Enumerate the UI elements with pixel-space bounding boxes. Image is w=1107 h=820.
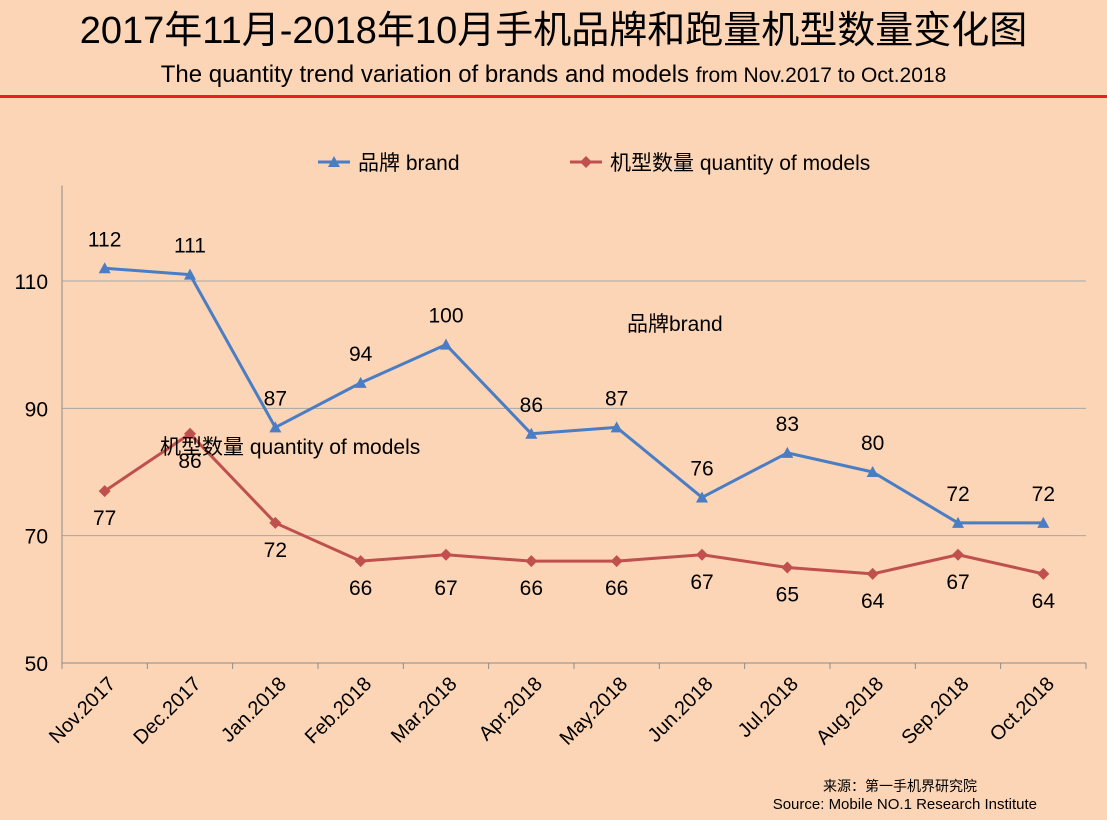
source-cn: 来源：第一手机界研究院 xyxy=(823,778,977,794)
brand-point xyxy=(184,268,196,280)
x-tick-label: Nov.2017 xyxy=(45,673,120,748)
brand-data-label: 72 xyxy=(1032,483,1055,506)
x-tick-label: May.2018 xyxy=(556,673,633,750)
models-point xyxy=(354,555,367,568)
models-point xyxy=(952,548,964,561)
models-point xyxy=(696,548,708,561)
annotation-models: 机型数量 quantity of models xyxy=(160,436,420,459)
models-point xyxy=(866,567,879,580)
brand-data-label: 111 xyxy=(174,235,206,258)
x-tick-label: Feb.2018 xyxy=(301,673,376,748)
x-tick-label: Oct.2018 xyxy=(986,673,1059,746)
brand-data-label: 100 xyxy=(428,305,463,328)
brand-point xyxy=(696,491,708,503)
x-tick-label: Dec.2017 xyxy=(129,673,205,749)
series-line-brand xyxy=(104,266,1044,525)
models-point xyxy=(525,555,538,568)
models-data-label: 72 xyxy=(264,539,287,562)
models-data-label: 67 xyxy=(946,571,969,594)
models-data-label: 86 xyxy=(178,450,201,473)
x-tick-label: Mar.2018 xyxy=(387,673,462,748)
models-data-label: 66 xyxy=(349,577,372,600)
brand-data-label: 87 xyxy=(605,387,628,410)
chart-title-en-main: The quantity trend variation of brands a… xyxy=(160,61,690,88)
brand-data-label: 80 xyxy=(861,432,884,455)
y-tick-label: 50 xyxy=(25,653,48,676)
chart-title-en: The quantity trend variation of brands a… xyxy=(0,60,1107,91)
models-point xyxy=(1037,567,1050,580)
x-tick-label: Jan.2018 xyxy=(217,673,291,747)
brand-point xyxy=(866,466,879,477)
x-tick-label: Apr.2018 xyxy=(475,673,547,745)
models-point xyxy=(269,516,282,529)
models-point xyxy=(440,548,452,561)
x-tick-label: Jun.2018 xyxy=(644,673,718,747)
chart-title-cn: 2017年11月-2018年10月手机品牌和跑量机型数量变化图 xyxy=(79,10,1028,52)
models-data-label: 64 xyxy=(1032,590,1056,613)
legend-models-marker xyxy=(580,156,592,168)
legend-brand-marker xyxy=(328,156,340,167)
models-point xyxy=(781,561,794,574)
models-data-label: 65 xyxy=(776,584,799,607)
models-data-label: 77 xyxy=(93,507,116,530)
brand-point xyxy=(610,421,623,433)
legend-brand-label: 品牌 brand xyxy=(358,152,460,175)
models-point xyxy=(610,555,623,568)
models-data-label: 64 xyxy=(861,590,885,613)
brand-point xyxy=(1037,516,1050,528)
brand-point xyxy=(269,421,282,433)
brand-data-label: 72 xyxy=(946,483,969,506)
brand-point xyxy=(525,427,538,439)
brand-point xyxy=(354,376,367,388)
brand-point xyxy=(98,262,111,274)
brand-data-label: 87 xyxy=(264,387,287,410)
models-point xyxy=(184,427,196,440)
y-tick-label: 70 xyxy=(25,526,48,549)
title-divider xyxy=(0,95,1107,98)
x-tick-label: Sep.2018 xyxy=(897,673,973,749)
models-point xyxy=(98,485,111,498)
y-tick-label: 110 xyxy=(15,271,48,294)
chart-title-en-range: from Nov.2017 to Oct.2018 xyxy=(695,64,947,87)
annotation-brand: 品牌brand xyxy=(627,313,723,336)
models-data-label: 66 xyxy=(605,577,628,600)
brand-point xyxy=(781,446,794,458)
x-tick-label: Aug.2018 xyxy=(812,673,888,749)
series-line-models xyxy=(103,432,1044,576)
models-data-label: 67 xyxy=(690,571,713,594)
brand-point xyxy=(952,516,964,528)
source-en: Source: Mobile NO.1 Research Institute xyxy=(772,796,1037,813)
models-data-label: 66 xyxy=(520,577,543,600)
models-data-label: 67 xyxy=(434,577,457,600)
y-tick-label: 90 xyxy=(25,398,48,421)
legend-models-label: 机型数量 quantity of models xyxy=(610,152,870,175)
brand-data-label: 112 xyxy=(88,228,121,251)
x-tick-label: Jul.2018 xyxy=(734,673,803,742)
brand-data-label: 94 xyxy=(349,343,373,366)
brand-data-label: 83 xyxy=(776,413,799,436)
brand-data-label: 76 xyxy=(690,457,713,480)
brand-point xyxy=(440,338,452,350)
brand-data-label: 86 xyxy=(520,394,543,417)
